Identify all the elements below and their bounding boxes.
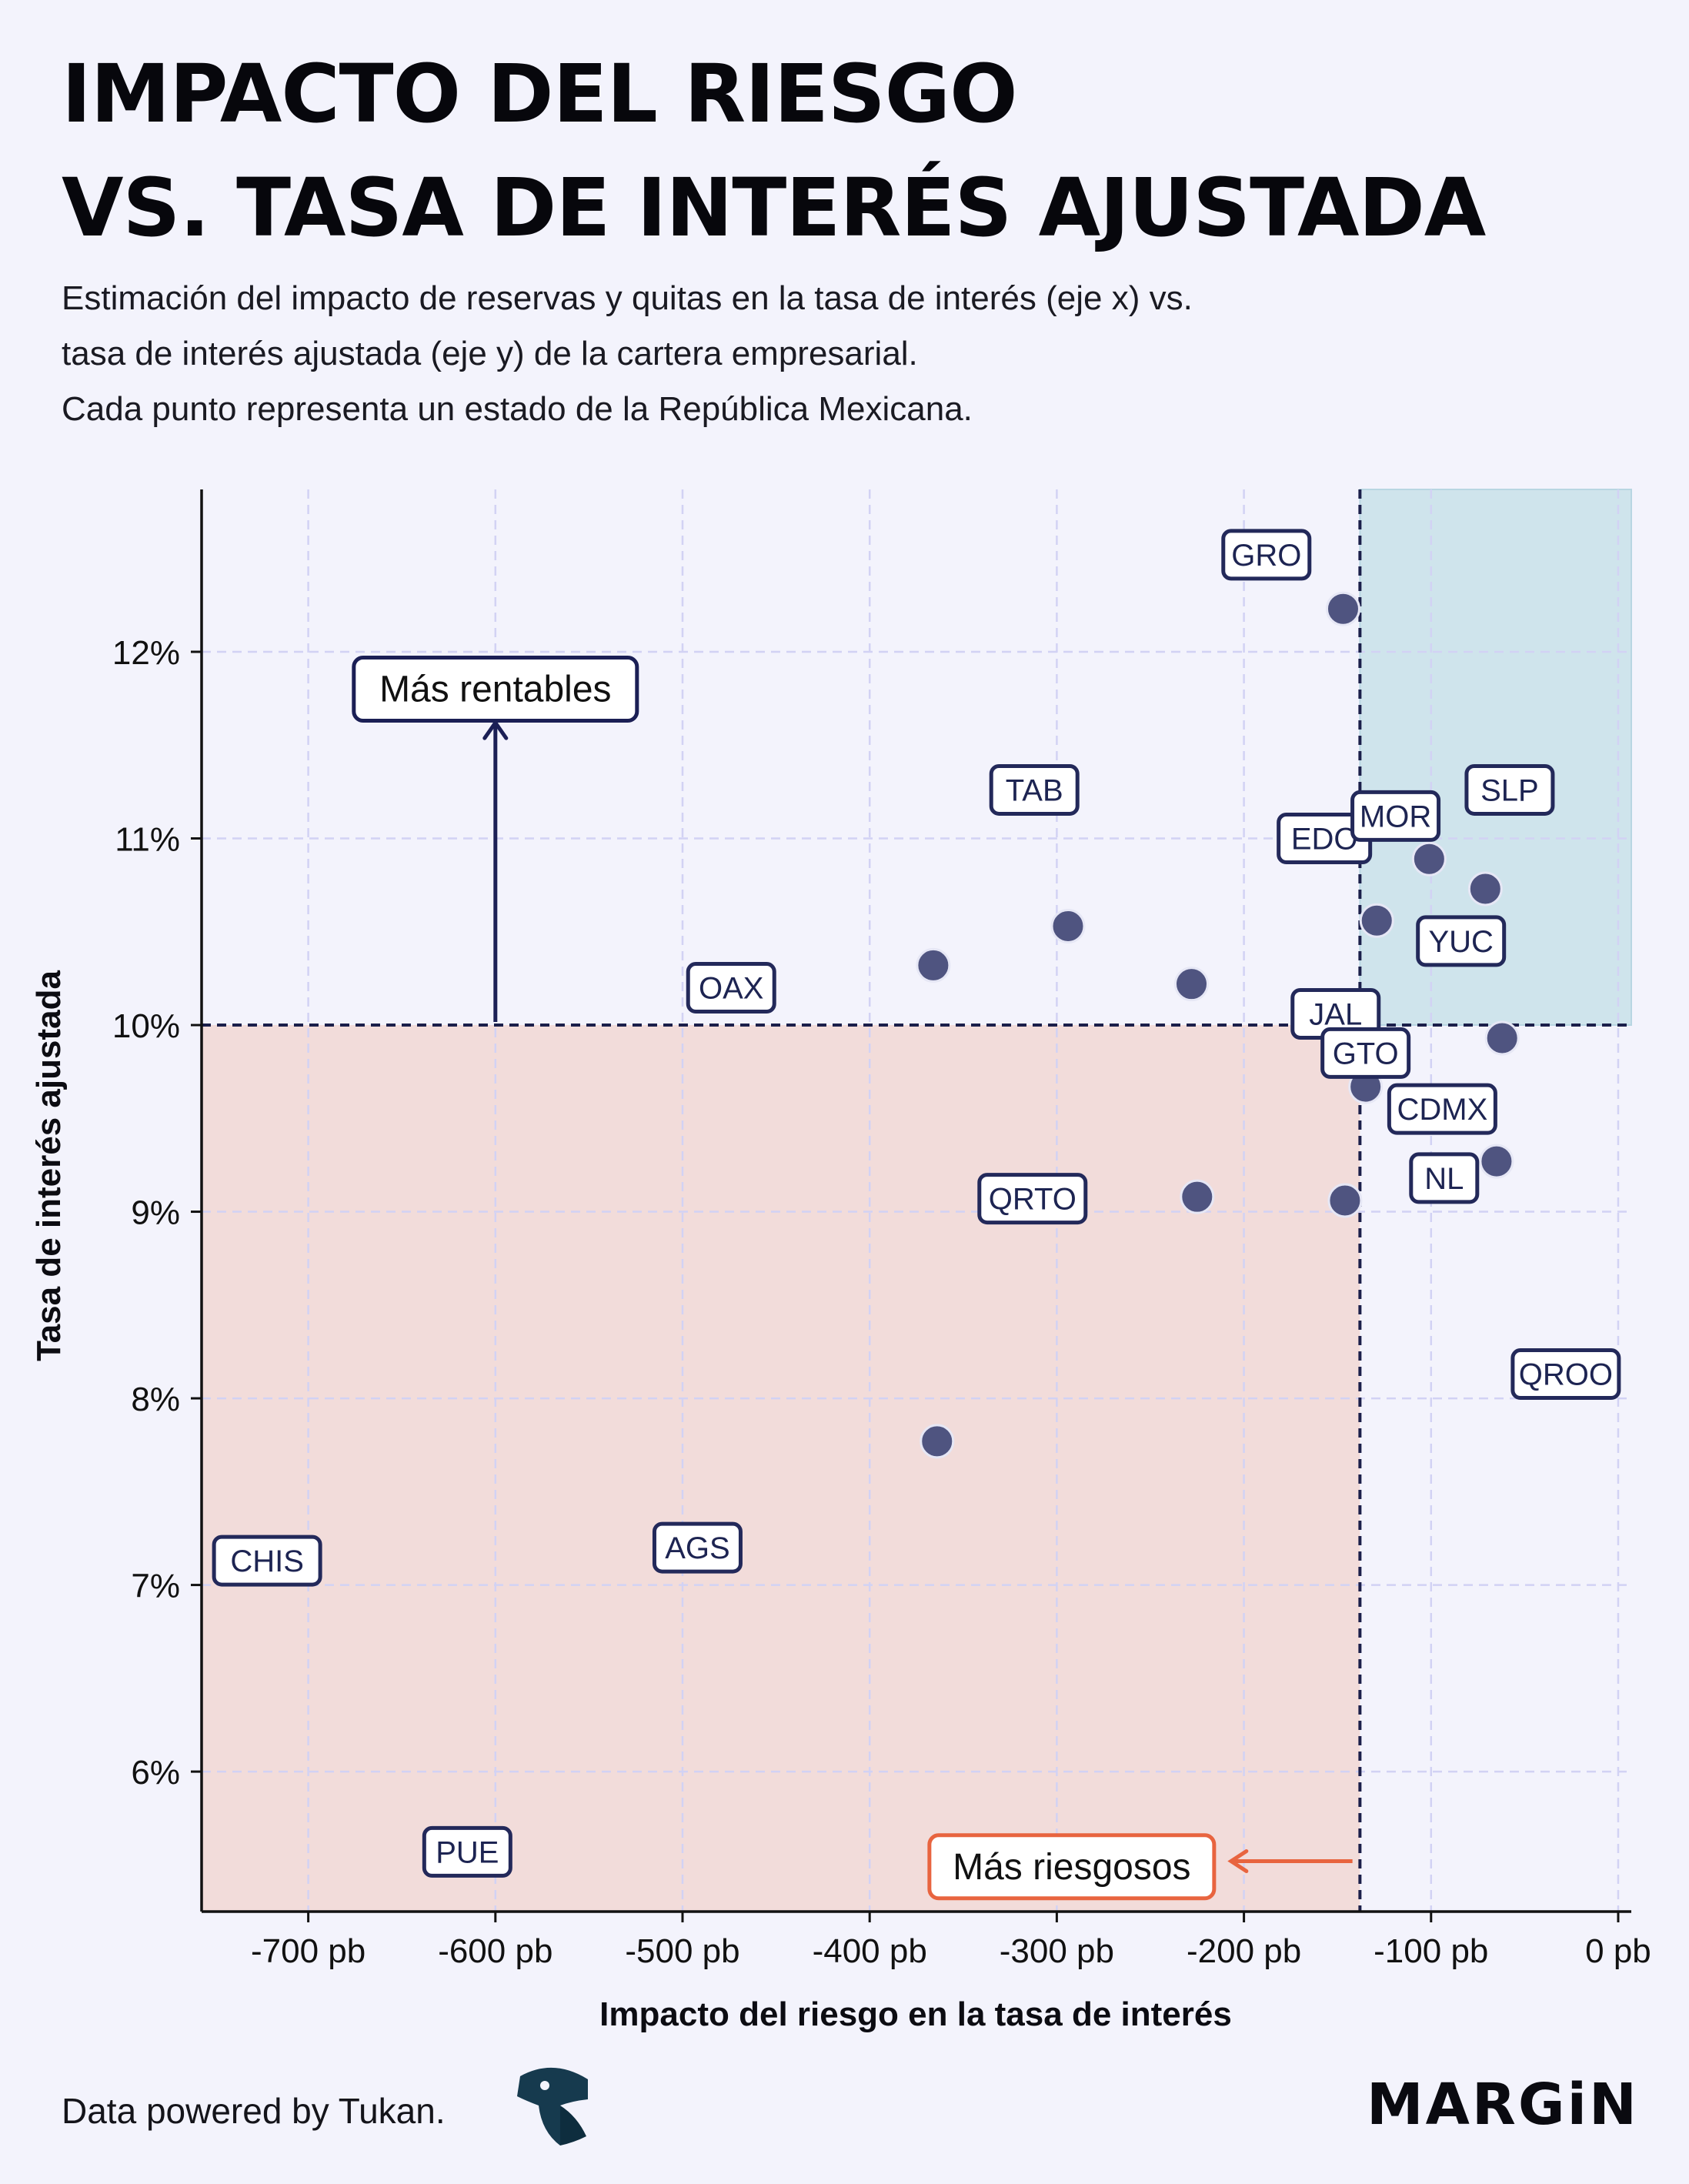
title-line-1: IMPACTO DEL RIESGO xyxy=(62,47,1018,141)
state-label-qroo: QROO xyxy=(1510,1348,1621,1401)
state-label-box xyxy=(422,1825,512,1878)
y-tick-label-0: 6% xyxy=(131,1754,180,1792)
state-label-gto: GTO xyxy=(1320,1027,1411,1079)
x-tick-label-4: -300 pb xyxy=(1000,1932,1114,1970)
left-arrow-head xyxy=(1227,1849,1249,1874)
up-arrow-head xyxy=(482,719,509,740)
state-label-text: QROO xyxy=(1519,1358,1613,1392)
state-label-text: SLP xyxy=(1480,773,1539,807)
data-point-1 xyxy=(1050,908,1086,943)
axes-layer: -700 pb -600 pb -500 pb -400 pb -300 pb -200 … xyxy=(112,489,1651,1970)
x-axis-label: Impacto del riesgo en la tasa de interés xyxy=(599,1995,1232,2033)
x-tick-label-3: -400 pb xyxy=(813,1932,927,1970)
state-label-text: CDMX xyxy=(1397,1093,1487,1127)
annotation-text: Más rentables xyxy=(379,669,611,710)
x-tick-label-1: -600 pb xyxy=(438,1932,552,1970)
state-label-text: NL xyxy=(1424,1162,1464,1196)
state-label-text: QRTO xyxy=(989,1183,1076,1217)
state-label-tab: TAB xyxy=(989,763,1080,816)
chart-subtitle: Estimación del impacto de reservas y qui… xyxy=(62,271,1193,437)
data-point-4 xyxy=(1359,903,1394,938)
state-label-text: JAL xyxy=(1309,997,1362,1031)
data-point-0 xyxy=(1325,591,1360,626)
state-label-box xyxy=(652,1521,743,1574)
state-label-box xyxy=(1409,1152,1480,1204)
state-label-text: EDO xyxy=(1291,823,1358,857)
x-tick-label-0: -700 pb xyxy=(251,1932,366,1970)
state-label-oax: OAX xyxy=(686,962,776,1014)
regions-layer xyxy=(202,489,1633,1912)
state-label-box xyxy=(686,962,776,1014)
data-point-11 xyxy=(1327,1183,1363,1218)
chart-title: IMPACTO DEL RIESGO VS. TASA DE INTERÉS A… xyxy=(62,37,1486,265)
y-tick-label-1: 7% xyxy=(131,1568,180,1605)
state-label-mor: MOR xyxy=(1350,790,1441,842)
x-tick-label-7: 0 pb xyxy=(1585,1932,1651,1970)
annotations-layer: Más rentables Más riesgosos xyxy=(352,655,1353,1901)
state-label-box xyxy=(1510,1348,1621,1401)
y-axis-label: Tasa de interés ajustada xyxy=(30,970,68,1361)
annotation-text: Más riesgosos xyxy=(953,1847,1190,1888)
tukan-logo-icon xyxy=(517,2067,588,2146)
annotation-mas-rentables: Más rentables xyxy=(352,655,639,1023)
data-point-7 xyxy=(1484,1020,1520,1056)
state-label-slp: SLP xyxy=(1464,763,1555,816)
state-label-box xyxy=(1350,790,1441,842)
x-tick-label-2: -500 pb xyxy=(625,1932,739,1970)
state-label-box xyxy=(1464,763,1555,816)
state-label-box xyxy=(1320,1027,1411,1079)
state-label-box xyxy=(977,1173,1088,1225)
state-label-cdmx: CDMX xyxy=(1387,1083,1497,1135)
points-layer xyxy=(916,591,1520,1459)
state-label-text: MOR xyxy=(1360,800,1431,833)
state-label-pue: PUE xyxy=(422,1825,512,1878)
state-label-text: PUE xyxy=(436,1835,499,1869)
state-label-jal: JAL xyxy=(1290,987,1381,1040)
state-label-box xyxy=(989,763,1080,816)
data-point-6 xyxy=(1467,871,1503,907)
subtitle-line-2: tasa de interés ajustada (eje y) de la c… xyxy=(62,335,918,372)
state-label-text: OAX xyxy=(699,972,763,1006)
data-point-2 xyxy=(916,947,951,983)
state-label-text: CHIS xyxy=(230,1544,304,1578)
subtitle-line-3: Cada punto representa un estado de la Re… xyxy=(62,390,973,428)
data-point-12 xyxy=(920,1424,955,1459)
scatter-chart: -700 pb -600 pb -500 pb -400 pb -300 pb -200 … xyxy=(30,489,1651,2033)
state-label-text: GTO xyxy=(1333,1037,1399,1070)
data-point-9 xyxy=(1479,1144,1514,1179)
state-label-box xyxy=(1387,1083,1497,1135)
state-label-nl: NL xyxy=(1409,1152,1480,1204)
margin-logo: MARGiN xyxy=(1367,2072,1639,2138)
state-label-gro: GRO xyxy=(1221,529,1312,581)
state-label-text: YUC xyxy=(1428,925,1493,959)
state-label-chis: CHIS xyxy=(212,1534,322,1587)
x-tick-label-6: -100 pb xyxy=(1374,1932,1488,1970)
y-tick-label-4: 10% xyxy=(112,1007,180,1045)
state-label-text: GRO xyxy=(1231,539,1301,573)
subtitle-line-1: Estimación del impacto de reservas y qui… xyxy=(62,279,1193,317)
data-credit: Data powered by Tukan. xyxy=(62,2091,446,2131)
state-label-box xyxy=(1221,529,1312,581)
state-label-box xyxy=(1416,915,1507,967)
state-label-yuc: YUC xyxy=(1416,915,1507,967)
y-tick-label-5: 11% xyxy=(115,821,180,859)
data-point-10 xyxy=(1180,1179,1215,1214)
state-label-box xyxy=(212,1534,322,1587)
annotation-mas-riesgosos: Más riesgosos xyxy=(927,1833,1353,1901)
data-point-5 xyxy=(1411,841,1447,877)
data-point-3 xyxy=(1173,967,1209,1002)
state-label-qrto: QRTO xyxy=(977,1173,1088,1225)
annotation-box xyxy=(927,1833,1217,1901)
state-label-text: TAB xyxy=(1006,773,1063,807)
state-label-ags: AGS xyxy=(652,1521,743,1574)
state-label-text: AGS xyxy=(665,1531,729,1565)
y-tick-label-2: 8% xyxy=(131,1381,180,1418)
x-tick-label-5: -200 pb xyxy=(1187,1932,1301,1970)
region-riesgo xyxy=(202,1025,1360,1912)
y-tick-label-6: 12% xyxy=(112,634,180,672)
y-tick-label-3: 9% xyxy=(131,1194,180,1232)
title-line-2: VS. TASA DE INTERÉS AJUSTADA xyxy=(62,161,1486,255)
